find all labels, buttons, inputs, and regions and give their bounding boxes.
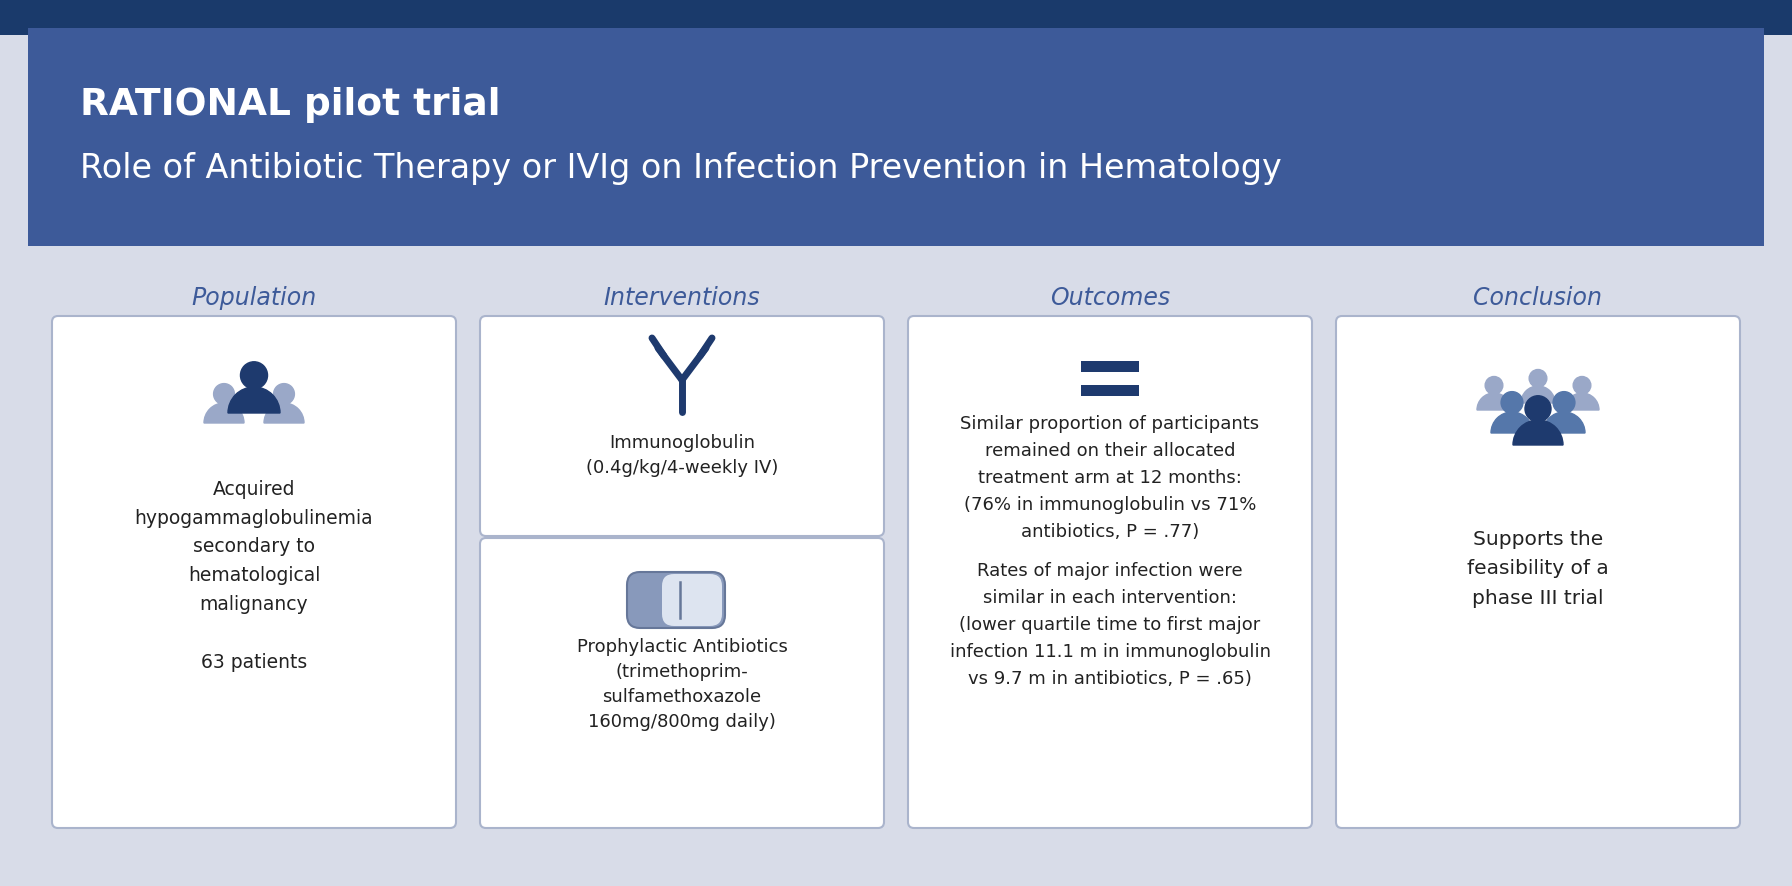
Text: Prophylactic Antibiotics
(trimethoprim-
sulfamethoxazole
160mg/800mg daily): Prophylactic Antibiotics (trimethoprim- … [577, 638, 787, 731]
Text: Similar proportion of participants
remained on their allocated
treatment arm at : Similar proportion of participants remai… [961, 415, 1260, 541]
Text: Role of Antibiotic Therapy or IVIg on Infection Prevention in Hematology: Role of Antibiotic Therapy or IVIg on In… [81, 152, 1281, 184]
Wedge shape [1491, 412, 1532, 433]
Text: Population: Population [192, 286, 317, 310]
Wedge shape [263, 403, 305, 423]
Text: Rates of major infection were
similar in each intervention:
(lower quartile time: Rates of major infection were similar in… [950, 562, 1271, 688]
Wedge shape [228, 387, 280, 413]
Text: Conclusion: Conclusion [1473, 286, 1602, 310]
Circle shape [1573, 377, 1591, 394]
Circle shape [1502, 392, 1523, 414]
Circle shape [240, 361, 267, 389]
Circle shape [1554, 392, 1575, 414]
Wedge shape [1543, 412, 1584, 433]
FancyBboxPatch shape [1337, 316, 1740, 828]
Wedge shape [204, 403, 244, 423]
Circle shape [1525, 396, 1552, 422]
Text: Interventions: Interventions [604, 286, 760, 310]
Text: RATIONAL pilot trial: RATIONAL pilot trial [81, 87, 500, 123]
Wedge shape [1564, 393, 1598, 410]
Circle shape [1486, 377, 1503, 394]
Wedge shape [1512, 420, 1563, 445]
Wedge shape [1477, 393, 1511, 410]
FancyBboxPatch shape [909, 316, 1312, 828]
Bar [29, 28, 1763, 246]
Text: Acquired
hypogammaglobulinemia
secondary to
hematological
malignancy

63 patient: Acquired hypogammaglobulinemia secondary… [134, 480, 373, 672]
Text: Supports the
feasibility of a
phase III trial: Supports the feasibility of a phase III … [1468, 530, 1609, 608]
FancyBboxPatch shape [661, 574, 722, 626]
FancyBboxPatch shape [480, 316, 883, 536]
Text: Immunoglobulin
(0.4g/kg/4-weekly IV): Immunoglobulin (0.4g/kg/4-weekly IV) [586, 434, 778, 477]
Wedge shape [1521, 386, 1555, 403]
FancyBboxPatch shape [52, 316, 455, 828]
FancyBboxPatch shape [627, 572, 726, 628]
Text: Outcomes: Outcomes [1050, 286, 1170, 310]
Circle shape [274, 384, 294, 404]
Bar [1081, 361, 1140, 371]
FancyBboxPatch shape [480, 538, 883, 828]
Bar [0, 0, 1792, 35]
Circle shape [213, 384, 235, 404]
Bar [1081, 385, 1140, 395]
Circle shape [1529, 369, 1546, 387]
